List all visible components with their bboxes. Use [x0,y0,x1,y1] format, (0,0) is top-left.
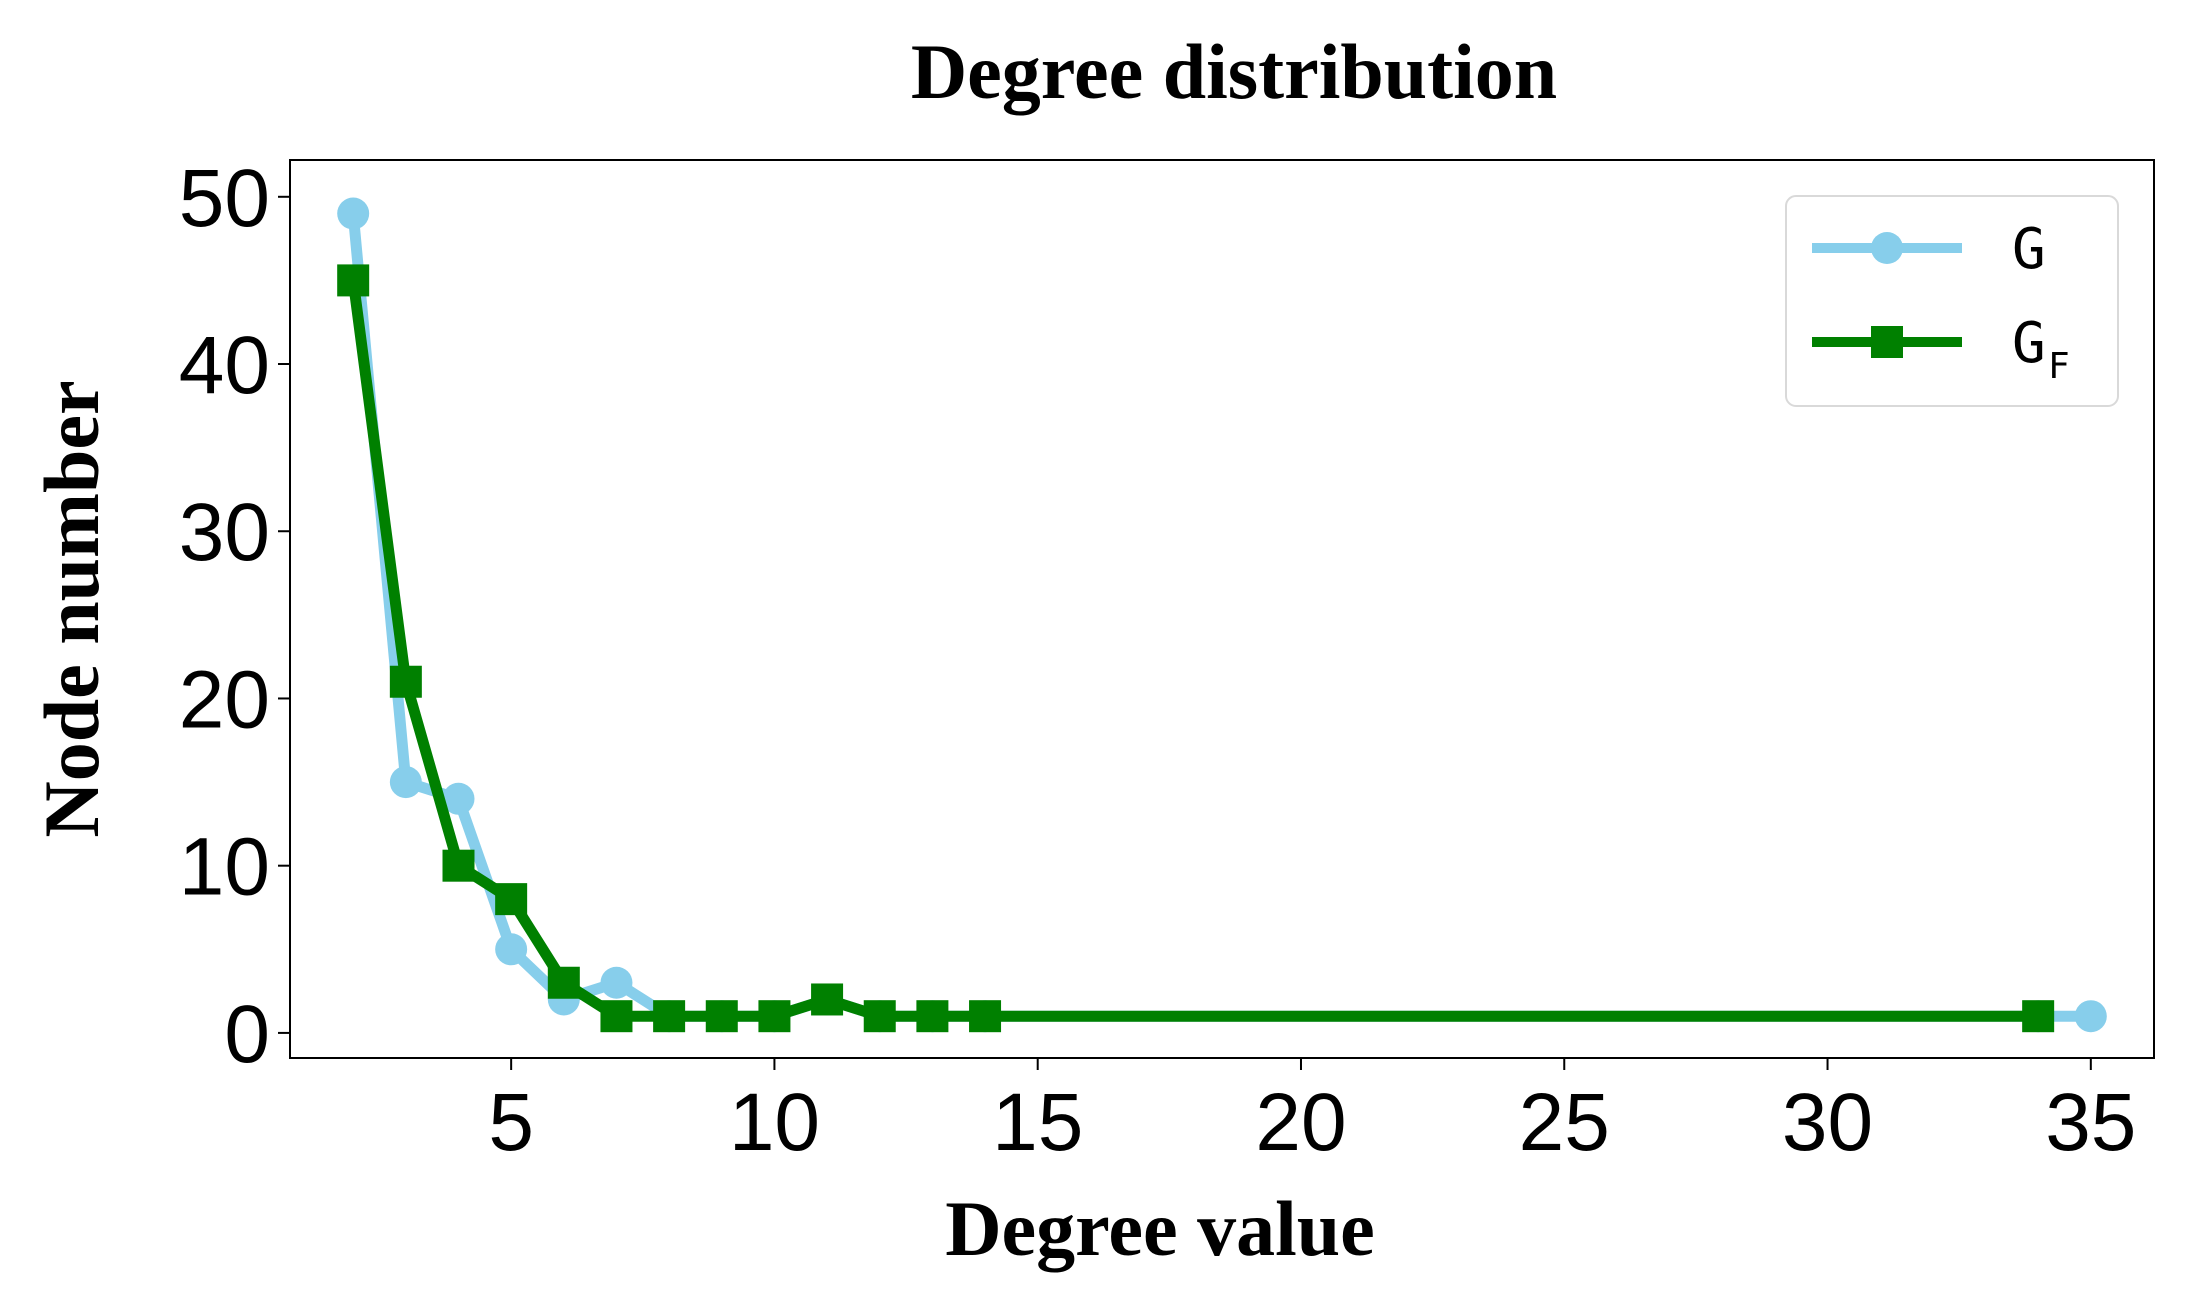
legend-marker [1871,326,1903,358]
legend-label: G [2012,311,2046,376]
y-tick-label: 50 [179,153,270,244]
data-point [2074,1000,2107,1033]
y-tick-label: 30 [179,487,270,578]
chart-title: Degree distribution [911,28,1557,115]
data-point [600,1000,633,1033]
data-point [495,933,528,966]
x-tick-label: 10 [729,1077,820,1168]
data-point [495,883,528,916]
data-point [969,1000,1002,1033]
data-point [337,264,370,297]
x-tick-label: 30 [1782,1077,1873,1168]
data-point [442,849,475,882]
legend-label-subscript: F [2048,346,2070,387]
series-1 [337,264,2055,1033]
legend-label: G [2012,217,2046,282]
legend-marker [1871,232,1903,264]
x-tick-label: 5 [488,1077,534,1168]
data-point [758,1000,791,1033]
data-point [916,1000,949,1033]
data-point [600,966,633,999]
data-point [547,966,580,999]
data-point [705,1000,738,1033]
y-tick-label: 0 [224,989,270,1080]
data-point [2022,1000,2055,1033]
series-layer [337,197,2107,1033]
x-tick-label: 25 [1519,1077,1610,1168]
x-tick-label: 15 [992,1077,1083,1168]
data-point [389,665,422,698]
y-tick-label: 10 [179,822,270,913]
x-axis-label: Degree value [945,1185,1375,1272]
y-axis-label: Node number [28,380,115,837]
data-point [337,197,370,230]
x-tick-label: 35 [2045,1077,2136,1168]
x-tick-label: 20 [1255,1077,1346,1168]
y-tick-label: 40 [179,320,270,411]
data-point [863,1000,896,1033]
y-tick-label: 20 [179,654,270,745]
data-point [811,983,844,1016]
data-point [653,1000,686,1033]
data-point [389,766,422,799]
y-axis-ticks: 0 10 20 30 40 50 [179,153,290,1080]
legend: GG F [1785,195,2119,407]
data-point [442,782,475,815]
plot-area-frame [289,159,2155,1059]
x-axis-ticks: 5 10 15 20 25 30 35 [488,1058,2136,1168]
